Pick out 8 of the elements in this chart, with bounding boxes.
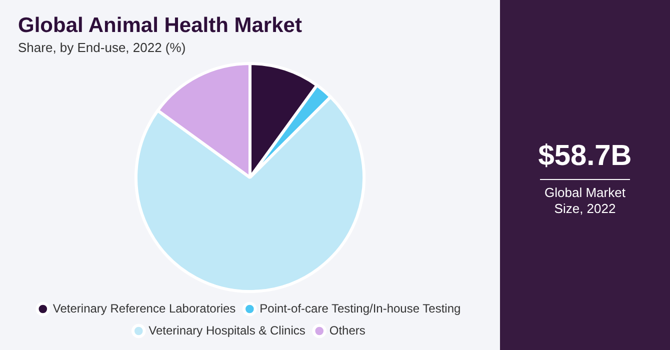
legend-label: Veterinary Reference Laboratories [52,301,236,316]
legend-label: Others [329,323,366,338]
text: Global Market Size, 2022 [544,185,626,217]
legend-label: Veterinary Hospitals & Clinics [148,323,306,338]
text: $58.7B [537,140,633,173]
chart-title: Global Animal Health Market [18,14,302,38]
chart-subtitle: Share, by End-use, 2022 (%) [18,40,186,55]
legend-label: Point-of-care Testing/In-house Testing [260,301,461,316]
